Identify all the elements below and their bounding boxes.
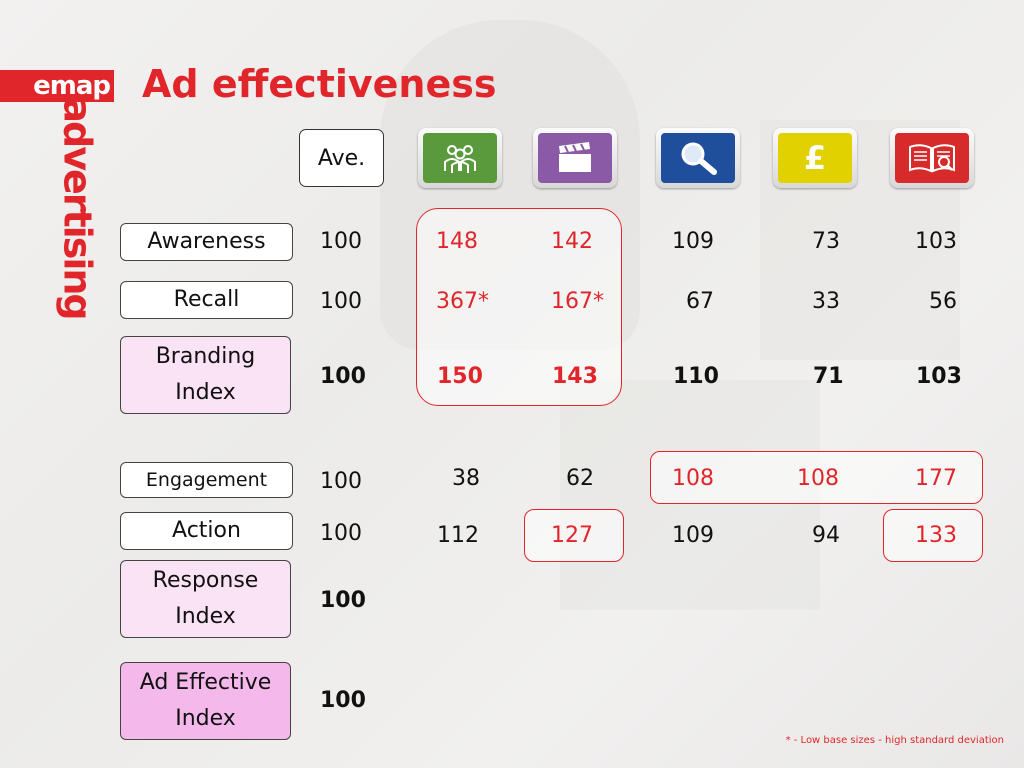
advertising-logo-text: advertising — [56, 97, 100, 319]
table-cell: 148 — [436, 229, 478, 254]
ave-value-awareness: 100 — [320, 229, 362, 254]
book-icon — [909, 144, 955, 173]
row-label-engagement: Engagement — [120, 462, 293, 498]
table-cell: 56 — [929, 289, 957, 314]
table-cell: 103 — [915, 229, 957, 254]
footnote: * - Low base sizes - high standard devia… — [785, 735, 1004, 746]
table-cell: 71 — [813, 364, 844, 389]
table-cell: 94 — [812, 523, 840, 548]
table-cell: 127 — [551, 523, 593, 548]
icon-tile-book — [890, 128, 974, 188]
community-icon — [444, 145, 476, 173]
table-cell: 110 — [673, 364, 719, 389]
table-cell: 150 — [437, 364, 483, 389]
table-cell: 33 — [812, 289, 840, 314]
table-cell: 108 — [672, 466, 714, 491]
table-cell: 38 — [452, 466, 480, 491]
row-label-awareness: Awareness — [120, 223, 293, 261]
emap-logo: emap — [0, 70, 114, 102]
pound-icon: £ — [804, 139, 826, 177]
ave-value-response-index: 100 — [320, 588, 366, 613]
highlight-action-book — [883, 509, 983, 562]
ave-value-ad-effective-index: 100 — [320, 688, 366, 713]
icon-tile-clapperboard — [533, 128, 617, 188]
svg-text:£: £ — [804, 139, 826, 177]
table-cell: 103 — [916, 364, 962, 389]
magnifier-icon — [681, 142, 717, 175]
page-title: Ad effectiveness — [142, 62, 497, 106]
table-cell: 108 — [797, 466, 839, 491]
icon-tile-pound: £ — [773, 128, 857, 188]
ave-value-branding-index: 100 — [320, 364, 366, 389]
icon-tile-community — [418, 128, 502, 188]
highlight-action-video — [524, 509, 624, 562]
advertising-logo: advertising — [56, 97, 100, 318]
ave-value-action: 100 — [320, 521, 362, 546]
table-cell: 109 — [672, 229, 714, 254]
table-cell: 62 — [566, 466, 594, 491]
table-cell: 133 — [915, 523, 957, 548]
row-label-branding-index: Branding Index — [120, 336, 291, 414]
table-cell: 177 — [915, 466, 957, 491]
icon-tile-magnifier — [656, 128, 740, 188]
highlight-branding-group — [416, 208, 622, 406]
table-cell: 142 — [551, 229, 593, 254]
table-cell: 73 — [812, 229, 840, 254]
row-label-action: Action — [120, 512, 293, 550]
clapperboard-icon — [559, 142, 591, 172]
table-cell: 367* — [436, 289, 489, 314]
emap-logo-text: emap — [33, 71, 111, 101]
ave-column-header: Ave. — [299, 129, 384, 187]
ave-value-engagement: 100 — [320, 469, 362, 494]
table-cell: 67 — [686, 289, 714, 314]
table-cell: 143 — [552, 364, 598, 389]
row-label-response-index: Response Index — [120, 560, 291, 638]
table-cell: 109 — [672, 523, 714, 548]
highlight-engagement-group — [650, 451, 983, 504]
table-cell: 167* — [551, 289, 604, 314]
table-cell: 112 — [437, 523, 479, 548]
row-label-ad-effective-index: Ad Effective Index — [120, 662, 291, 740]
ave-value-recall: 100 — [320, 289, 362, 314]
row-label-recall: Recall — [120, 281, 293, 319]
